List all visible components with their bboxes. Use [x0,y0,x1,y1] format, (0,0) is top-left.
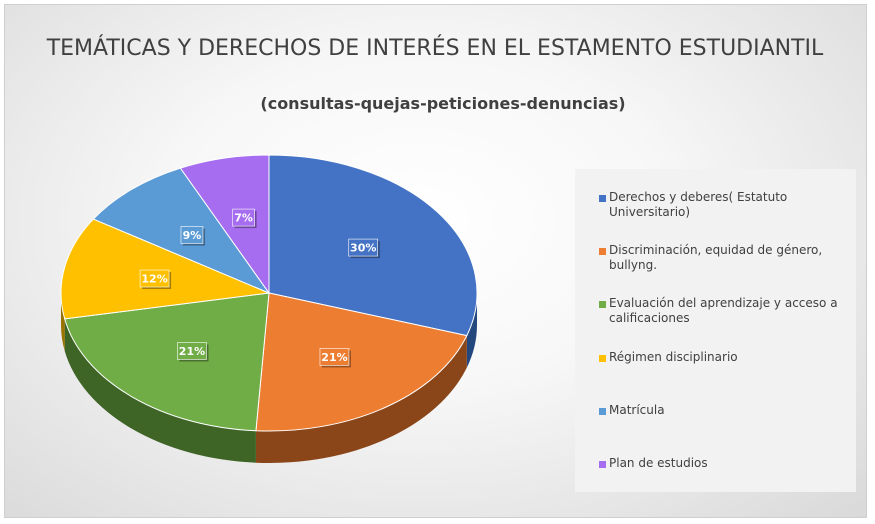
pie-slice-side [466,293,477,368]
legend-swatch [599,248,606,255]
svg-text:12%: 12% [141,273,167,286]
legend: Derechos y deberes( Estatuto Universitar… [575,169,856,492]
legend-swatch [599,408,606,415]
data-label: 9% [180,226,205,246]
svg-text:21%: 21% [321,351,347,364]
pie-slice-side [64,318,256,463]
pie-slice [179,154,270,295]
legend-swatch [599,195,606,202]
chart-subtitle: (consultas-quejas-peticiones-denuncias) [260,94,626,113]
data-label: 21% [177,342,209,362]
data-label: 12% [139,269,172,290]
legend-label: Discriminación, equidad de género, bully… [609,243,823,272]
pie-slice [255,292,468,432]
legend-label: Plan de estudios [609,456,708,470]
svg-text:9%: 9% [183,229,202,242]
legend-label: Matrícula [609,403,665,417]
data-label: 21% [319,348,351,368]
legend-label: Evaluación del aprendizaje y acceso a ca… [609,296,838,325]
pie-slice [64,292,270,432]
data-label: 30% [348,238,380,259]
pie-slice [60,218,271,320]
svg-text:30%: 30% [350,242,376,255]
svg-text:7%: 7% [234,212,253,225]
pie-chart: 30% 21% 21% 12% 9% 7% [60,154,478,463]
pie-slice-side [255,335,467,463]
legend-swatch [599,461,606,468]
legend-label: Derechos y deberes( Estatuto Universitar… [609,190,788,219]
chart-area: TEMÁTICAS Y DERECHOS DE INTERÉS EN EL ES… [4,4,867,518]
svg-text:21%: 21% [179,345,205,358]
legend-label: Régimen disciplinario [609,350,738,364]
chart-title: TEMÁTICAS Y DERECHOS DE INTERÉS EN EL ES… [46,36,824,61]
legend-swatch [599,355,606,362]
data-label: 7% [232,208,257,229]
legend-swatch [599,301,606,308]
